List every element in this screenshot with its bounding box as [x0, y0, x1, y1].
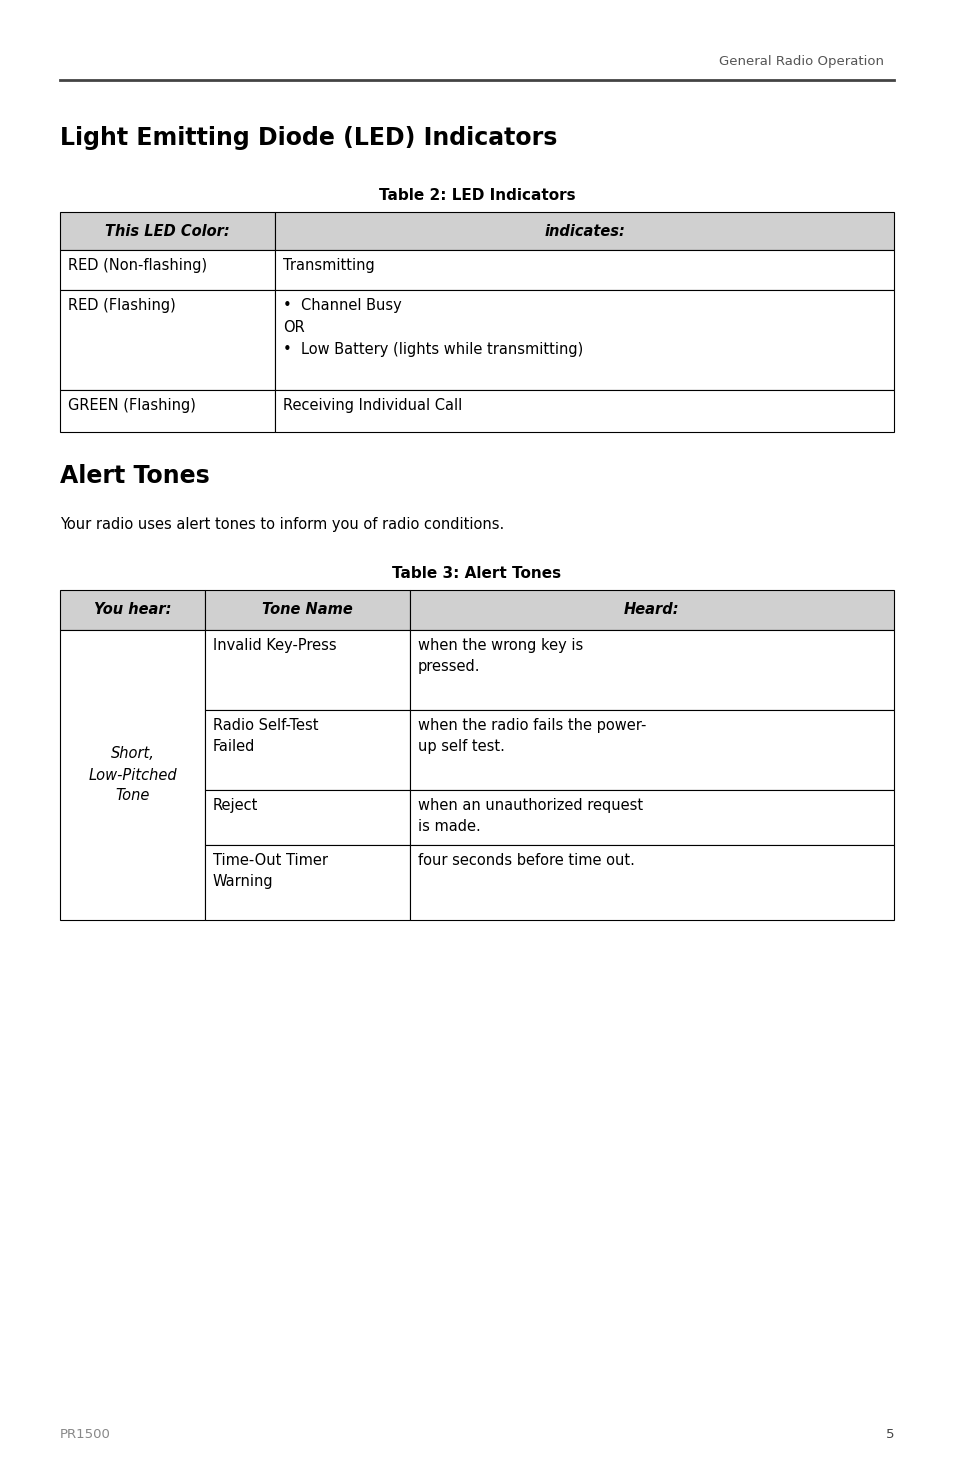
Text: when an unauthorized request
is made.: when an unauthorized request is made. — [417, 798, 642, 833]
Text: GREEN (Flashing): GREEN (Flashing) — [68, 398, 195, 413]
Bar — [410, 630, 893, 709]
Text: Light Emitting Diode (LED) Indicators: Light Emitting Diode (LED) Indicators — [60, 125, 557, 150]
Text: when the wrong key is
pressed.: when the wrong key is pressed. — [417, 639, 582, 674]
Text: Your radio uses alert tones to inform you of radio conditions.: Your radio uses alert tones to inform yo… — [60, 516, 504, 531]
Bar — [274, 291, 893, 389]
Bar — [60, 249, 274, 291]
Text: Invalid Key-Press: Invalid Key-Press — [213, 639, 336, 653]
Text: Receiving Individual Call: Receiving Individual Call — [283, 398, 462, 413]
Bar — [205, 845, 410, 920]
Text: You hear:: You hear: — [93, 602, 172, 618]
Bar — [274, 249, 893, 291]
Bar — [205, 630, 410, 709]
Bar — [410, 590, 893, 630]
Bar — [205, 590, 410, 630]
Bar — [410, 709, 893, 791]
Text: when the radio fails the power-
up self test.: when the radio fails the power- up self … — [417, 718, 646, 754]
Text: Alert Tones: Alert Tones — [60, 465, 210, 488]
Text: four seconds before time out.: four seconds before time out. — [417, 853, 634, 867]
Text: RED (Flashing): RED (Flashing) — [68, 298, 175, 313]
Text: PR1500: PR1500 — [60, 1428, 111, 1441]
Text: Reject: Reject — [213, 798, 258, 813]
Bar — [410, 791, 893, 845]
Bar — [60, 630, 205, 920]
Bar — [60, 389, 274, 432]
Bar — [60, 212, 274, 249]
Text: Tone Name: Tone Name — [262, 602, 353, 618]
Text: Radio Self-Test
Failed: Radio Self-Test Failed — [213, 718, 318, 754]
Text: indicates:: indicates: — [543, 224, 624, 239]
Text: Heard:: Heard: — [623, 602, 679, 618]
Bar — [60, 590, 205, 630]
Bar — [205, 791, 410, 845]
Bar — [60, 291, 274, 389]
Text: Short,
Low-Pitched
Tone: Short, Low-Pitched Tone — [88, 746, 176, 804]
Text: Table 2: LED Indicators: Table 2: LED Indicators — [378, 187, 575, 202]
Text: This LED Color:: This LED Color: — [105, 224, 230, 239]
Text: RED (Non-flashing): RED (Non-flashing) — [68, 258, 207, 273]
Text: Table 3: Alert Tones: Table 3: Alert Tones — [392, 565, 561, 581]
Bar — [205, 709, 410, 791]
Text: Transmitting: Transmitting — [283, 258, 375, 273]
Text: 5: 5 — [884, 1428, 893, 1441]
Bar — [274, 212, 893, 249]
Text: General Radio Operation: General Radio Operation — [719, 56, 883, 68]
Text: •  Channel Busy
OR
•  Low Battery (lights while transmitting): • Channel Busy OR • Low Battery (lights … — [283, 298, 582, 357]
Bar — [410, 845, 893, 920]
Text: Time-Out Timer
Warning: Time-Out Timer Warning — [213, 853, 328, 889]
Bar — [274, 389, 893, 432]
